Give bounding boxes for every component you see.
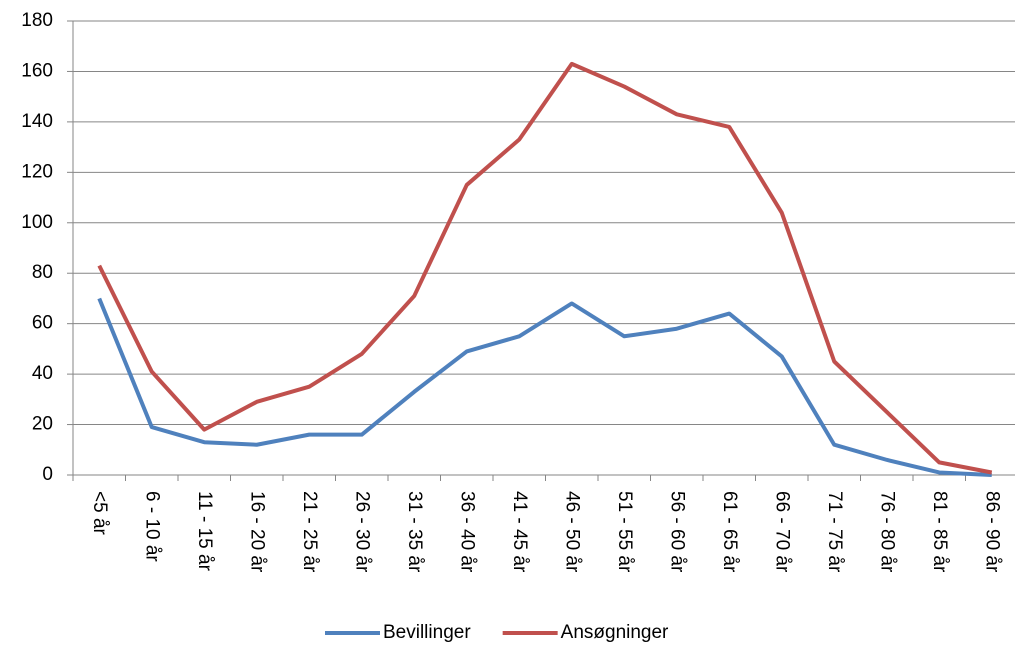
x-tick-label: 31 - 35 år	[404, 491, 425, 573]
x-tick-label: 51 - 55 år	[614, 491, 635, 573]
x-tick-label: 26 - 30 år	[352, 491, 373, 573]
y-tick-label: 20	[32, 414, 53, 435]
y-tick-label: 120	[21, 161, 53, 182]
y-tick-label: 80	[32, 262, 53, 283]
x-tick-label: 46 - 50 år	[562, 491, 583, 573]
x-tick-label: 71 - 75 år	[824, 491, 845, 573]
x-tick-label: 66 - 70 år	[772, 491, 793, 573]
x-tick-label: 81 - 85 år	[929, 491, 950, 573]
x-tick-label: 61 - 65 år	[719, 491, 740, 573]
y-tick-label: 100	[21, 212, 53, 233]
y-tick-label: 40	[32, 363, 53, 384]
x-tick-label: 36 - 40 år	[457, 491, 478, 573]
x-tick-label: 6 - 10 år	[142, 491, 163, 562]
y-tick-label: 140	[21, 111, 53, 132]
x-tick-label: 56 - 60 år	[667, 491, 688, 573]
x-tick-label: 16 - 20 år	[247, 491, 268, 573]
x-tick-label: 21 - 25 år	[299, 491, 320, 573]
legend-label: Bevillinger	[383, 622, 471, 643]
series-line	[97, 61, 993, 475]
y-tick-label: 160	[21, 60, 53, 81]
legend-label: Ansøgninger	[561, 622, 669, 643]
y-tick-label: 180	[21, 10, 53, 31]
x-tick-label: 11 - 15 år	[194, 491, 215, 572]
x-tick-label: 76 - 80 år	[877, 491, 898, 573]
y-tick-label: 60	[32, 313, 53, 334]
x-tick-label: 86 - 90 år	[982, 491, 1003, 573]
series-line	[97, 297, 992, 477]
y-tick-label: 0	[42, 464, 53, 485]
x-tick-label: <5 år	[89, 491, 110, 536]
x-tick-label: 41 - 45 år	[509, 491, 530, 573]
